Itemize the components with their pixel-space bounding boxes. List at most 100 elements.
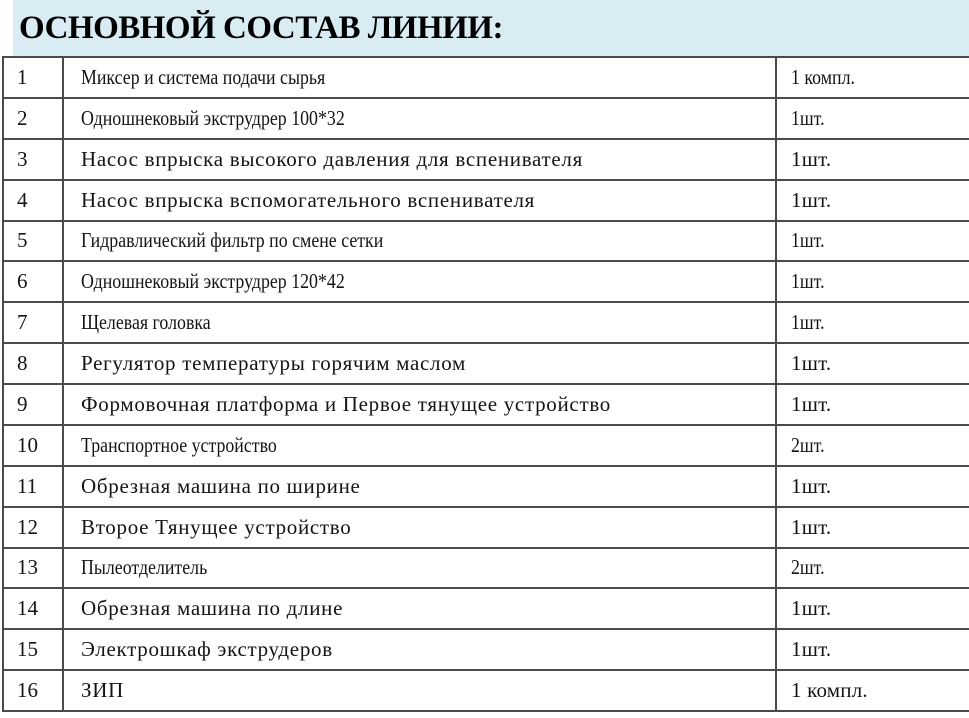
row-quantity: 1 компл. xyxy=(791,64,855,89)
row-number-cell: 8 xyxy=(2,342,64,385)
row-quantity: 1шт. xyxy=(791,187,832,212)
row-number-cell: 11 xyxy=(2,464,64,508)
table-row: 11 Обрезная машина по ширине 1шт. xyxy=(2,464,969,508)
row-number-cell: 15 xyxy=(2,628,64,672)
row-quantity-cell: 1шт. xyxy=(775,383,969,426)
row-number-cell: 13 xyxy=(2,546,64,590)
row-quantity-cell: 1шт. xyxy=(775,505,969,549)
row-number: 12 xyxy=(17,514,38,539)
table-row: 9 Формовочная платформа и Первое тянущее… xyxy=(2,383,969,426)
table-row: 4 Насос впрыска вспомогательного вспенив… xyxy=(2,178,969,222)
row-description: Одношнековый экструдрер 120*42 xyxy=(81,269,345,294)
row-number: 15 xyxy=(17,637,38,662)
row-number: 16 xyxy=(17,678,38,703)
row-quantity: 1шт. xyxy=(791,146,832,171)
row-number: 8 xyxy=(17,351,28,376)
table-row: 15 Электрошкаф экструдеров 1шт. xyxy=(2,628,969,672)
row-number-cell: 9 xyxy=(2,383,64,426)
row-number: 4 xyxy=(17,187,28,212)
row-description: Миксер и система подачи сырья xyxy=(81,64,326,89)
row-description-cell: Одношнековый экструдрер 120*42 xyxy=(62,260,777,304)
row-description-cell: Щелевая головка xyxy=(62,301,777,345)
row-description-cell: Насос впрыска вспомогательного вспениват… xyxy=(62,178,777,222)
row-quantity-cell: 1шт. xyxy=(775,342,969,385)
table-row: 10 Транспортное устройство 2шт. xyxy=(2,423,969,467)
row-quantity-cell: 1шт. xyxy=(775,96,969,140)
row-number: 2 xyxy=(17,105,28,130)
row-quantity: 2шт. xyxy=(791,555,825,580)
row-number-cell: 1 xyxy=(2,56,64,99)
table-row: 1 Миксер и система подачи сырья 1 компл. xyxy=(2,56,969,99)
row-description: Регулятор температуры горячим маслом xyxy=(81,351,467,376)
table-row: 8 Регулятор температуры горячим маслом 1… xyxy=(2,342,969,385)
row-number-cell: 3 xyxy=(2,137,64,181)
row-description-cell: Формовочная платформа и Первое тянущее у… xyxy=(62,383,777,426)
row-quantity: 1шт. xyxy=(791,473,832,498)
line-composition-table: 1 Миксер и система подачи сырья 1 компл.… xyxy=(2,56,969,712)
row-description-cell: Миксер и система подачи сырья xyxy=(62,56,777,99)
row-quantity: 1шт. xyxy=(791,105,825,130)
row-description-cell: Электрошкаф экструдеров xyxy=(62,628,777,672)
row-description-cell: Одношнековый экструдрер 100*32 xyxy=(62,96,777,140)
row-quantity-cell: 1шт. xyxy=(775,628,969,672)
row-number: 13 xyxy=(17,555,38,580)
table-row: 13 Пылеотделитель 2шт. xyxy=(2,546,969,590)
row-quantity-cell: 1шт. xyxy=(775,260,969,304)
row-description-cell: Транспортное устройство xyxy=(62,423,777,467)
page-title: ОСНОВНОЙ СОСТАВ ЛИНИИ: xyxy=(19,10,503,46)
table-row: 16 ЗИП 1 компл. xyxy=(2,669,969,712)
table-row: 3 Насос впрыска высокого давления для вс… xyxy=(2,137,969,181)
row-quantity: 1шт. xyxy=(791,269,825,294)
table-row: 12 Второе Тянущее устройство 1шт. xyxy=(2,505,969,549)
row-description: Обрезная машина по ширине xyxy=(81,473,361,498)
row-description-cell: Обрезная машина по длине xyxy=(62,587,777,631)
row-description-cell: ЗИП xyxy=(62,669,777,712)
row-description-cell: Второе Тянущее устройство xyxy=(62,505,777,549)
title-band: ОСНОВНОЙ СОСТАВ ЛИНИИ: xyxy=(13,0,969,56)
row-quantity-cell: 1шт. xyxy=(775,178,969,222)
row-number: 1 xyxy=(17,64,28,89)
row-number-cell: 10 xyxy=(2,423,64,467)
table-row: 5 Гидравлический фильтр по смене сетки 1… xyxy=(2,219,969,263)
row-quantity: 1шт. xyxy=(791,637,832,662)
row-quantity-cell: 1шт. xyxy=(775,464,969,508)
row-number-cell: 16 xyxy=(2,669,64,712)
row-quantity: 1 компл. xyxy=(791,678,868,703)
row-number: 9 xyxy=(17,391,28,416)
row-description: Насос впрыска высокого давления для вспе… xyxy=(81,146,583,171)
row-quantity: 1шт. xyxy=(791,391,832,416)
row-description-cell: Обрезная машина по ширине xyxy=(62,464,777,508)
row-number-cell: 7 xyxy=(2,301,64,345)
row-description: Гидравлический фильтр по смене сетки xyxy=(81,228,384,253)
row-quantity: 1шт. xyxy=(791,514,832,539)
row-quantity-cell: 1 компл. xyxy=(775,56,969,99)
row-description: Одношнековый экструдрер 100*32 xyxy=(81,105,345,130)
row-quantity: 1шт. xyxy=(791,351,832,376)
row-number: 11 xyxy=(17,473,38,498)
table-row: 6 Одношнековый экструдрер 120*42 1шт. xyxy=(2,260,969,304)
table-row: 14 Обрезная машина по длине 1шт. xyxy=(2,587,969,631)
row-number-cell: 4 xyxy=(2,178,64,222)
row-description: Насос впрыска вспомогательного вспениват… xyxy=(81,187,536,212)
row-quantity-cell: 2шт. xyxy=(775,423,969,467)
row-quantity-cell: 1шт. xyxy=(775,219,969,263)
row-description: Электрошкаф экструдеров xyxy=(81,637,333,662)
row-number: 3 xyxy=(17,146,28,171)
row-description-cell: Гидравлический фильтр по смене сетки xyxy=(62,219,777,263)
row-quantity-cell: 1шт. xyxy=(775,137,969,181)
row-quantity-cell: 1шт. xyxy=(775,587,969,631)
row-number: 7 xyxy=(17,310,28,335)
table-body: 1 Миксер и система подачи сырья 1 компл.… xyxy=(2,56,969,712)
table-row: 2 Одношнековый экструдрер 100*32 1шт. xyxy=(2,96,969,140)
row-number-cell: 5 xyxy=(2,219,64,263)
row-description: Щелевая головка xyxy=(81,310,211,335)
row-number: 6 xyxy=(17,269,28,294)
row-quantity: 1шт. xyxy=(791,228,825,253)
row-description: Обрезная машина по длине xyxy=(81,596,344,621)
row-quantity-cell: 1шт. xyxy=(775,301,969,345)
row-description: ЗИП xyxy=(81,678,124,703)
row-number-cell: 6 xyxy=(2,260,64,304)
row-quantity: 2шт. xyxy=(791,432,825,457)
row-description: Формовочная платформа и Первое тянущее у… xyxy=(81,391,611,416)
row-description-cell: Пылеотделитель xyxy=(62,546,777,590)
